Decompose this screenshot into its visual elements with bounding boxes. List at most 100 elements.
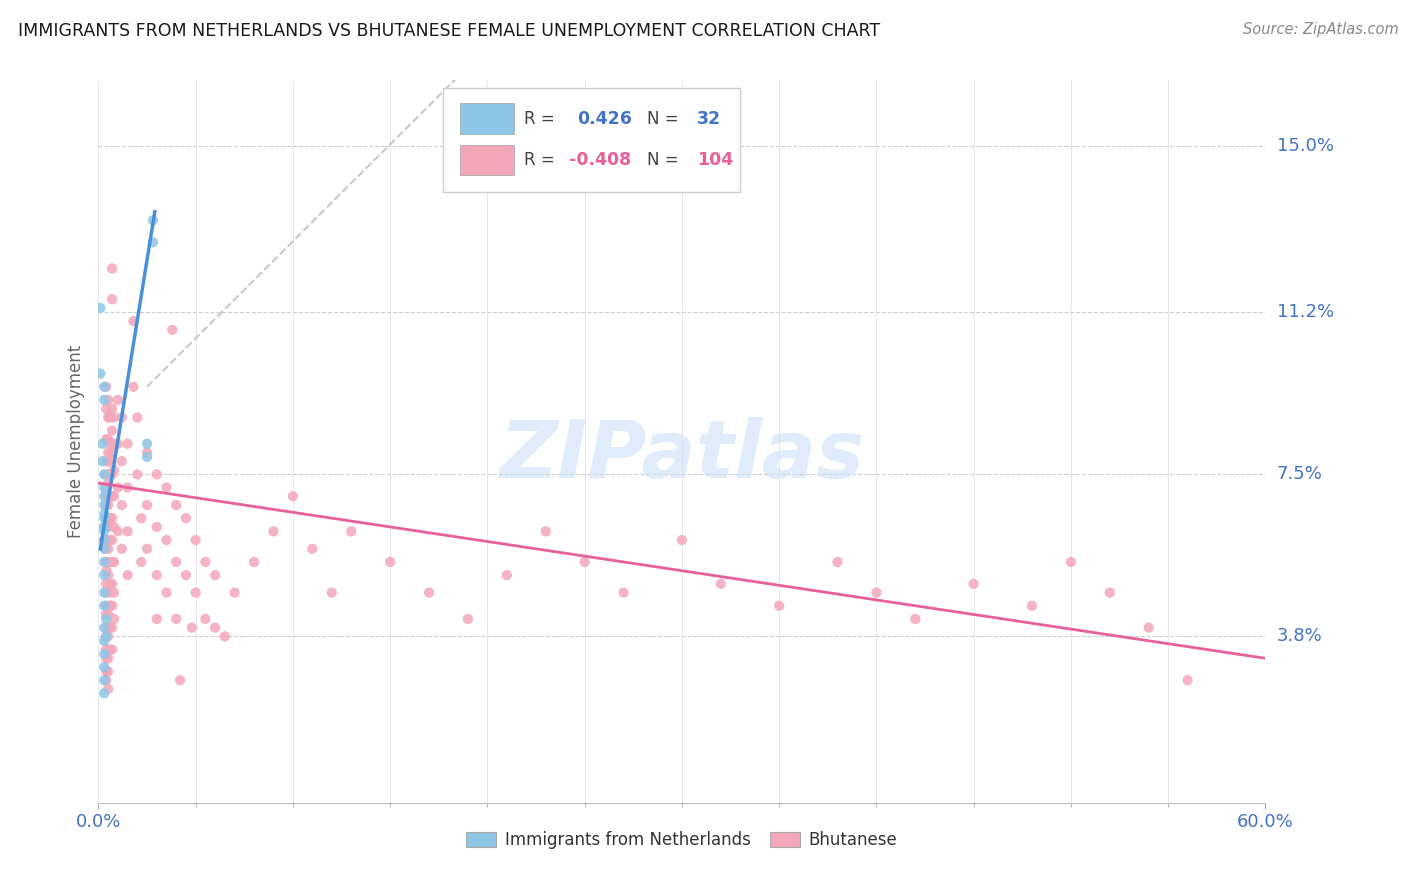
Point: [96, 564, 118, 578]
Point: [96, 577, 118, 591]
Text: Source: ZipAtlas.com: Source: ZipAtlas.com: [1243, 22, 1399, 37]
Point: [103, 555, 125, 569]
Point: [96, 599, 118, 613]
Point: [262, 524, 284, 539]
Point: [1177, 673, 1199, 688]
Point: [165, 555, 187, 569]
Point: [418, 585, 440, 599]
Point: [129, 511, 152, 525]
Text: 3.8%: 3.8%: [1277, 627, 1322, 646]
Point: [96, 511, 118, 525]
Point: [122, 314, 145, 328]
Point: [103, 410, 125, 425]
Point: [184, 533, 207, 547]
Point: [107, 481, 129, 495]
Point: [98, 577, 121, 591]
Text: R =: R =: [524, 110, 561, 128]
Point: [214, 629, 236, 643]
Point: [93, 467, 115, 482]
Text: 32: 32: [697, 110, 721, 128]
Point: [103, 520, 125, 534]
Point: [98, 533, 121, 547]
Point: [93, 599, 115, 613]
Point: [98, 599, 121, 613]
Point: [671, 533, 693, 547]
Point: [101, 599, 124, 613]
Point: [380, 555, 402, 569]
Point: [97, 410, 120, 425]
Point: [97, 621, 120, 635]
Point: [93, 533, 115, 547]
FancyBboxPatch shape: [443, 87, 741, 193]
Point: [96, 489, 118, 503]
Point: [93, 633, 115, 648]
Point: [101, 555, 124, 569]
Point: [243, 555, 266, 569]
Point: [301, 541, 323, 556]
Point: [91, 436, 114, 450]
Point: [174, 511, 197, 525]
Point: [111, 410, 134, 425]
Point: [93, 498, 115, 512]
Point: [101, 424, 124, 438]
Text: 0.426: 0.426: [576, 110, 631, 128]
Point: [97, 568, 120, 582]
Point: [98, 454, 121, 468]
Point: [93, 380, 115, 394]
Point: [96, 498, 118, 512]
Point: [93, 392, 115, 407]
Point: [165, 612, 187, 626]
Point: [127, 410, 149, 425]
Point: [97, 555, 120, 569]
Point: [155, 533, 177, 547]
Point: [93, 524, 115, 539]
Point: [98, 467, 121, 482]
Point: [1021, 599, 1043, 613]
Point: [96, 607, 118, 622]
Point: [96, 533, 118, 547]
Point: [96, 380, 118, 394]
Point: [98, 489, 121, 503]
Point: [93, 541, 115, 556]
Point: [93, 520, 115, 534]
Point: [93, 533, 115, 547]
Point: [96, 673, 118, 688]
Point: [162, 323, 184, 337]
Point: [93, 555, 115, 569]
Text: 11.2%: 11.2%: [1277, 303, 1334, 321]
Point: [97, 520, 120, 534]
Point: [93, 673, 115, 688]
Point: [93, 520, 115, 534]
Point: [117, 568, 139, 582]
Point: [101, 261, 124, 276]
Point: [96, 621, 118, 635]
Point: [89, 301, 111, 315]
Text: N =: N =: [647, 110, 683, 128]
Point: [98, 436, 121, 450]
Point: [97, 629, 120, 643]
Text: 104: 104: [697, 151, 734, 169]
Point: [111, 454, 134, 468]
Point: [117, 436, 139, 450]
Point: [97, 665, 120, 679]
Point: [155, 481, 177, 495]
Point: [97, 445, 120, 459]
Point: [321, 585, 343, 599]
Point: [96, 555, 118, 569]
Point: [768, 599, 790, 613]
Point: [169, 673, 191, 688]
Point: [194, 555, 217, 569]
Text: IMMIGRANTS FROM NETHERLANDS VS BHUTANESE FEMALE UNEMPLOYMENT CORRELATION CHART: IMMIGRANTS FROM NETHERLANDS VS BHUTANESE…: [18, 22, 880, 40]
Point: [136, 450, 159, 464]
Point: [97, 498, 120, 512]
Point: [122, 380, 145, 394]
Point: [101, 511, 124, 525]
Point: [97, 489, 120, 503]
Point: [127, 467, 149, 482]
Text: -0.408: -0.408: [568, 151, 631, 169]
Point: [93, 621, 115, 635]
Point: [93, 660, 115, 674]
Point: [101, 467, 124, 482]
Point: [107, 392, 129, 407]
Point: [93, 489, 115, 503]
